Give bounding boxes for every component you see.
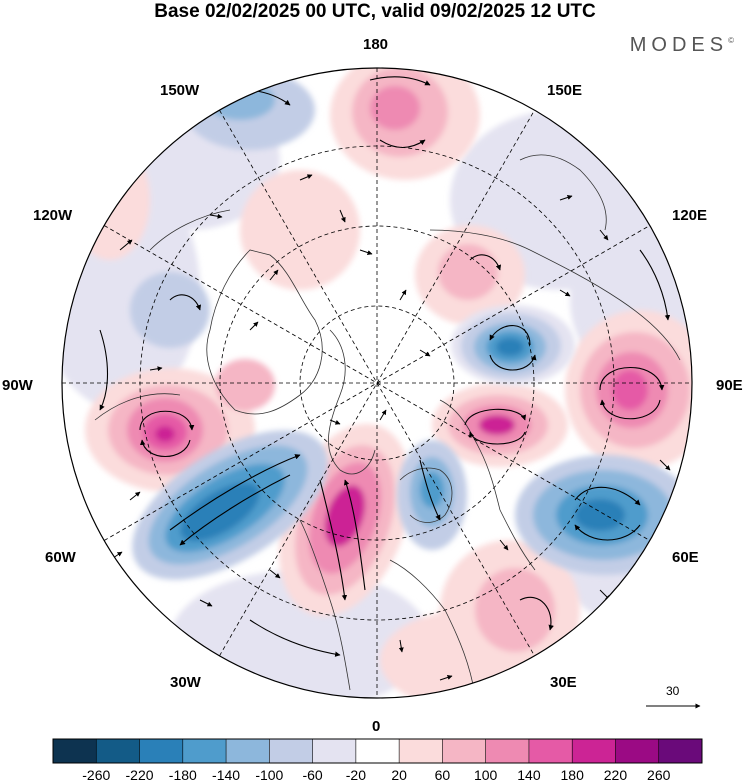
colorbar-tick-label: 20 (391, 767, 407, 783)
colorbar-swatch (355, 739, 400, 763)
colorbar-tick-label: -100 (255, 767, 284, 783)
colorbar-tick-label: 140 (517, 767, 541, 783)
colorbar-swatch (53, 739, 97, 763)
positive-anomaly-north (330, 68, 480, 180)
colorbar-tick-label: 220 (603, 767, 628, 783)
lon-label-120e: 120E (672, 207, 708, 224)
lon-label-60e: 60E (672, 549, 699, 566)
lon-label-30e: 30E (550, 674, 577, 691)
lon-label-180: 180 (363, 36, 389, 53)
negative-anomaly-alaska (130, 272, 210, 348)
reference-vector-label: 30 (666, 684, 680, 698)
lon-label-60w: 60W (45, 549, 76, 566)
negative-anomaly-60e (515, 455, 692, 575)
wind-vectors (109, 174, 671, 681)
colorbar-swatch (312, 739, 356, 763)
positive-anomaly-east-siberia (415, 225, 525, 325)
colorbar-tick-label: 100 (473, 767, 498, 783)
colorbar-swatch (226, 739, 270, 763)
map-title: Base 02/02/2025 00 UTC, valid 09/02/2025… (154, 1, 596, 22)
positive-anomaly-central (432, 383, 568, 467)
colorbar-tick-label: -260 (82, 767, 111, 783)
colorbar-tick-label: -20 (345, 767, 366, 783)
lon-label-90e: 90E (716, 377, 743, 394)
colorbar-swatch (442, 739, 486, 763)
colorbar-swatch (485, 739, 529, 763)
lon-label-30w: 30W (170, 674, 201, 691)
colorbar-swatch (182, 739, 227, 763)
coastlines (94, 154, 681, 696)
positive-anomaly-90e (565, 310, 692, 470)
lon-label-150e: 150E (547, 82, 583, 99)
colorbar-swatch (399, 739, 443, 763)
colorbar-outline (52, 738, 703, 764)
negative-anomaly-scandinavia (397, 440, 467, 550)
modes-logo: MODES© (630, 34, 734, 57)
colorbar-tick-label: 180 (560, 767, 584, 783)
colorbar-tick-label: 60 (434, 767, 451, 783)
lon-label-150w: 150W (160, 82, 200, 99)
colorbar-swatch (572, 739, 616, 763)
positive-anomaly-europe (440, 540, 580, 680)
colorbar-swatch (96, 739, 140, 763)
brand-text: MODES (629, 34, 729, 56)
colorbar-tick-label: -140 (212, 767, 241, 783)
colorbar-swatch (528, 739, 573, 763)
colorbar-tick-label: -180 (168, 767, 197, 783)
lon-label-90w: 90W (2, 377, 33, 394)
colorbar-tick-label: 260 (647, 767, 671, 783)
colorbar (52, 738, 703, 764)
graticule (62, 68, 692, 698)
map-boundary (61, 67, 693, 699)
colorbar-swatch (658, 739, 702, 763)
negative-anomaly-pacific (185, 70, 315, 150)
colorbar-swatch (615, 739, 659, 763)
colorbar-tick-label: -60 (302, 767, 323, 783)
copyright-mark: © (728, 36, 734, 45)
colorbar-swatch (269, 739, 313, 763)
colorbar-swatch (139, 739, 183, 763)
lon-label-120w: 120W (33, 207, 73, 224)
negative-anomaly-central-north (451, 305, 575, 385)
lon-label-0: 0 (372, 718, 381, 735)
colorbar-tick-label: -220 (125, 767, 154, 783)
